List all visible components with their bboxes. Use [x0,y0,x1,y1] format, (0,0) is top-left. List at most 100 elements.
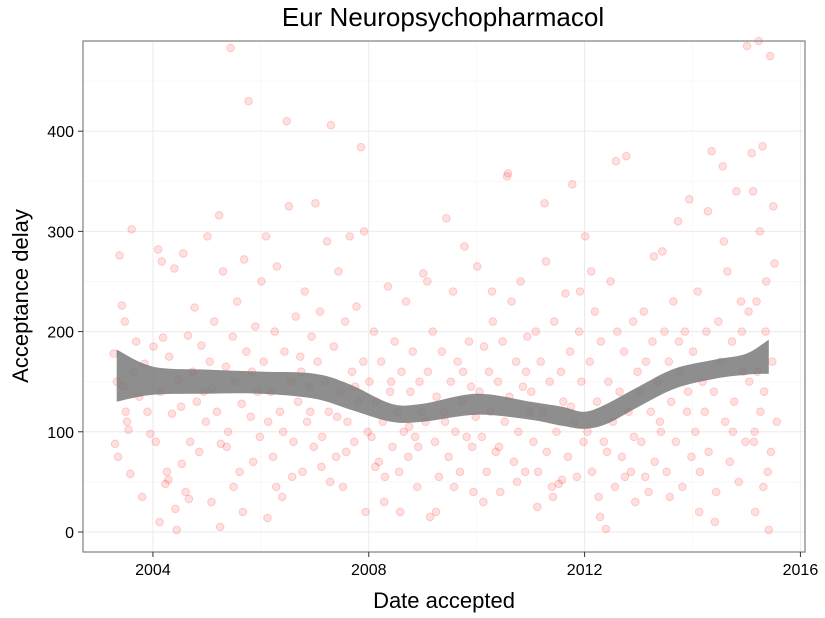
scatter-point [153,245,163,254]
scatter-point [289,437,298,447]
scatter-point [449,482,459,492]
scatter-point [620,472,630,482]
scatter-point [296,352,305,361]
scatter-point [684,195,694,204]
scatter-point [601,524,611,534]
scatter-point [548,492,558,502]
scatter-point [742,41,752,51]
scatter-point [729,397,739,407]
scatter-point [484,367,494,376]
scatter-point [315,307,325,316]
scatter-point [161,479,170,489]
scatter-point [349,437,359,447]
scatter-point [197,341,206,350]
scatter-point [448,287,458,296]
scatter-point [744,307,753,316]
scatter-point [149,342,158,351]
scatter-point [649,252,659,261]
scatter-point [212,407,222,417]
scatter-point [759,387,769,396]
scatter-point [137,492,147,502]
scatter-point [251,322,260,331]
scatter-point [541,257,551,266]
scatter-point [143,407,152,417]
scatter-point [498,337,507,346]
scatter-point [218,267,228,276]
scatter-point [455,467,465,477]
scatter-point [419,269,428,278]
scatter-point [244,96,253,106]
scatter-point [277,492,287,502]
scatter-point [172,525,181,535]
scatter-point [404,422,414,432]
scatter-point [406,387,415,396]
scatter-point [284,202,294,211]
scatter-point [428,327,438,336]
scatter-point [666,397,676,407]
grid [83,41,805,552]
scatter-point [109,349,118,358]
scatter-point [678,482,687,492]
scatter-point [176,402,186,412]
y-tick-label: 300 [47,224,74,241]
scatter-point [602,447,612,457]
scatter-point [709,387,719,396]
scatter-point [347,367,357,376]
scatter-point [223,427,233,437]
scatter-point [579,437,588,447]
scatter-point [365,377,374,386]
scatter-point [305,407,315,417]
scatter-point [259,357,268,366]
scatter-point [268,452,278,462]
scatter-point [583,427,592,437]
scatter-point [695,467,705,477]
scatter-point [540,199,549,208]
scatter-point [595,512,605,522]
scatter-point [403,452,413,462]
scatter-point [394,467,404,477]
scatter-point [170,264,179,273]
scatter-point [644,487,653,497]
scatter-point [201,417,211,427]
scatter-point [747,148,756,158]
scatter-point [379,497,389,507]
scatter-point [766,447,776,457]
scatter-point [765,51,775,61]
scatter-point [599,437,609,447]
scatter-point [331,452,341,462]
scatter-point [568,179,577,189]
scatter-point [216,439,226,449]
scatter-point [763,467,773,477]
scatter-point [587,467,597,477]
scatter-point [221,362,231,371]
scatter-point [491,447,501,457]
scatter-point [565,347,575,356]
scatter-point [680,327,690,336]
scatter-point [164,352,174,361]
scatter-point [371,462,380,472]
scatter-point [646,407,656,417]
scatter-point [531,327,541,336]
scatter-point [682,407,692,417]
scatter-point [496,487,505,497]
x-axis-title: Date accepted [373,588,515,613]
scatter-point [462,432,471,442]
scatter-point [255,432,265,442]
scatter-point [610,482,620,492]
scatter-point [181,487,190,497]
scatter-point [464,337,474,346]
scatter-point [500,417,510,427]
scatter-point [639,307,649,316]
scatter-point [657,247,667,256]
scatter-point [749,437,759,447]
scatter-point [479,497,488,507]
scatter-point [493,377,503,386]
scatter-point [446,377,456,386]
smooth-ribbon-layer [116,339,769,429]
scatter-point [662,467,671,477]
scatter-point [748,186,758,196]
scatter-point [207,497,216,507]
scatter-point [615,387,624,396]
scatter-point [329,342,339,351]
